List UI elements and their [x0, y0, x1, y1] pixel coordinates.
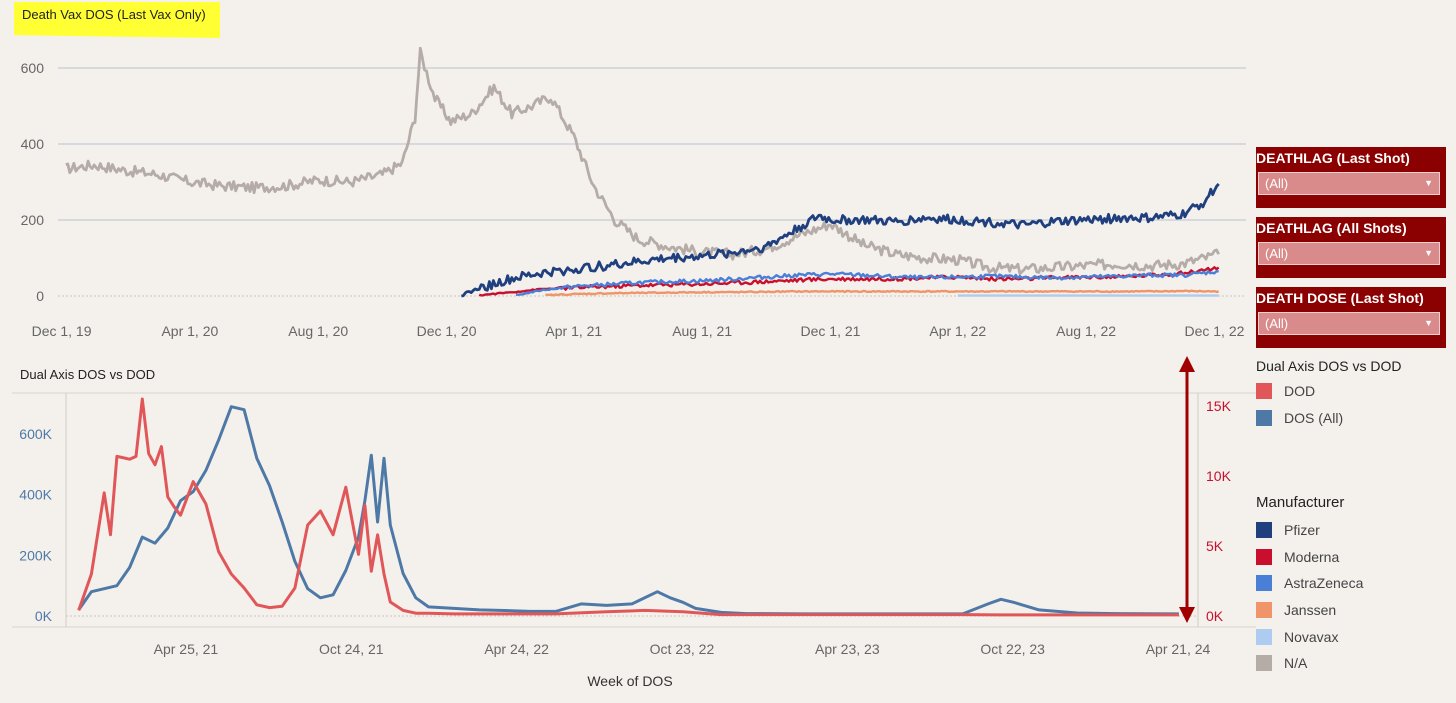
y-left-tick-label: 200K	[19, 547, 52, 563]
legend-title: Manufacturer	[1256, 494, 1345, 511]
filter-title: DEATH DOSE (Last Shot)	[1256, 290, 1424, 306]
legend-label: Pfizer	[1284, 522, 1320, 539]
y-left-tick-label: 600K	[19, 426, 52, 442]
x-tick-label: Apr 1, 20	[161, 323, 218, 339]
legend-swatch	[1256, 548, 1272, 565]
legend-label: DOD	[1284, 383, 1316, 400]
legend-item-pfizer[interactable]: Pfizer	[1256, 517, 1446, 544]
legend-item-dos-all[interactable]: DOS (All)	[1256, 405, 1446, 432]
x-tick-label: Apr 1, 21	[545, 323, 602, 339]
filter-value: (All)	[1265, 176, 1289, 191]
y-tick-label: 400	[21, 136, 45, 152]
y-tick-label: 0	[36, 288, 44, 304]
x-tick-label: Oct 23, 22	[650, 641, 715, 657]
series-line-astrazeneca	[516, 270, 1219, 296]
legend-item-janssen[interactable]: Janssen	[1256, 597, 1446, 624]
legend-item-novavax[interactable]: Novavax	[1256, 623, 1446, 650]
legend-item-moderna[interactable]: Moderna	[1256, 544, 1446, 571]
y-left-tick-label: 400K	[19, 487, 52, 503]
x-tick-label: Apr 1, 22	[929, 323, 986, 339]
x-tick-label: Dec 1, 19	[32, 323, 92, 339]
filter-title: DEATHLAG (Last Shot)	[1256, 150, 1410, 166]
legend-label: N/A	[1284, 655, 1308, 672]
x-tick-label: Apr 23, 23	[815, 641, 880, 657]
x-tick-label: Aug 1, 22	[1056, 323, 1116, 339]
legend-label: Moderna	[1284, 548, 1340, 565]
filter-select-deathlag-last-shot[interactable]: (All) ▼	[1258, 172, 1440, 195]
y-right-tick-label: 15K	[1206, 398, 1232, 414]
dropdown-arrow-icon: ▼	[1424, 178, 1433, 188]
filter-deathlag-last-shot: DEATHLAG (Last Shot) (All) ▼	[1256, 147, 1446, 208]
legend-label: AstraZeneca	[1284, 575, 1364, 592]
legend-item-dod[interactable]: DOD	[1256, 378, 1446, 405]
filter-deathlag-all-shots: DEATHLAG (All Shots) (All) ▼	[1256, 217, 1446, 278]
bottom-dual-axis-chart: 600K 400K 200K 0K 15K 10K 5K 0K Apr 25, 21 Oct 24…	[12, 356, 1256, 689]
y-right-tick-label: 0K	[1206, 608, 1224, 624]
annotation-arrow-head-up	[1179, 356, 1195, 372]
legend-swatch	[1256, 383, 1272, 400]
legend-manufacturer: Manufacturer Pfizer Moderna AstraZeneca …	[1256, 494, 1446, 677]
annotation-arrow-head-down	[1179, 607, 1195, 623]
legend-dual-axis: Dual Axis DOS vs DOD DOD DOS (All)	[1256, 358, 1446, 431]
legend-label: DOS (All)	[1284, 409, 1344, 426]
filter-panel: DEATHLAG (Last Shot) (All) ▼ DEATHLAG (A…	[1256, 147, 1446, 348]
x-tick-label: Aug 1, 20	[288, 323, 348, 339]
filter-title: DEATHLAG (All Shots)	[1256, 220, 1407, 236]
x-axis-title: Week of DOS	[587, 673, 672, 689]
y-tick-label: 600	[21, 60, 45, 76]
top-line-chart: 600 400 200 0 Dec 1, 19 Apr 1, 20 Aug 1, 20 Dec…	[21, 46, 1246, 339]
series-line-pfizer	[461, 182, 1220, 298]
legend-label: Novavax	[1284, 628, 1339, 645]
x-tick-label: Apr 24, 22	[484, 641, 549, 657]
legend-item-astrazeneca[interactable]: AstraZeneca	[1256, 570, 1446, 597]
filter-value: (All)	[1265, 246, 1289, 261]
legend-swatch	[1256, 409, 1272, 426]
x-tick-label: Aug 1, 21	[672, 323, 732, 339]
legend-swatch	[1256, 628, 1272, 645]
filter-death-dose-last-shot: DEATH DOSE (Last Shot) (All) ▼	[1256, 287, 1446, 348]
legend-item-na[interactable]: N/A	[1256, 650, 1446, 677]
x-tick-label: Apr 21, 24	[1146, 641, 1211, 657]
y-left-tick-label: 0K	[35, 608, 53, 624]
chart-title-top: Death Vax DOS (Last Vax Only)	[14, 2, 220, 38]
legend-swatch	[1256, 602, 1272, 619]
x-tick-label: Dec 1, 21	[801, 323, 861, 339]
series-line-na	[65, 46, 1220, 276]
y-tick-label: 200	[21, 212, 45, 228]
series-line-janssen	[545, 289, 1219, 297]
legend-swatch	[1256, 575, 1272, 592]
legend-title: Dual Axis DOS vs DOD	[1256, 358, 1402, 374]
series-line-dosall	[77, 405, 1179, 616]
x-tick-label: Oct 24, 21	[319, 641, 384, 657]
legend-swatch	[1256, 655, 1272, 672]
x-tick-label: Oct 22, 23	[980, 641, 1045, 657]
chart-title-bottom: Dual Axis DOS vs DOD	[20, 367, 156, 382]
filter-value: (All)	[1265, 316, 1289, 331]
filter-select-death-dose-last-shot[interactable]: (All) ▼	[1258, 312, 1440, 335]
dropdown-arrow-icon: ▼	[1424, 248, 1433, 258]
x-tick-label: Dec 1, 20	[417, 323, 477, 339]
series-line-dod	[77, 397, 1179, 617]
y-right-tick-label: 10K	[1206, 468, 1232, 484]
legend-swatch	[1256, 522, 1272, 539]
x-tick-label: Dec 1, 22	[1184, 323, 1244, 339]
legend-label: Janssen	[1284, 602, 1337, 619]
y-right-tick-label: 5K	[1206, 538, 1224, 554]
x-tick-label: Apr 25, 21	[154, 641, 219, 657]
filter-select-deathlag-all-shots[interactable]: (All) ▼	[1258, 242, 1440, 265]
dropdown-arrow-icon: ▼	[1424, 318, 1433, 328]
